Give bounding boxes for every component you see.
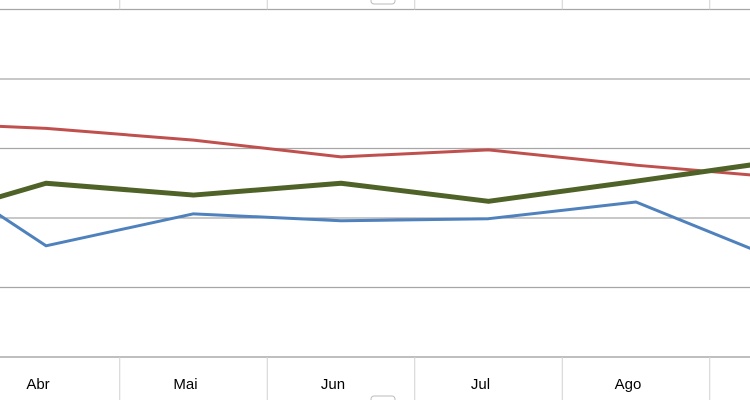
resize-handle[interactable] (370, 0, 396, 5)
x-tick-label: Jul (471, 376, 490, 393)
series-line (0, 162, 750, 204)
x-tick-label: Ago (615, 376, 642, 393)
resize-handle[interactable] (370, 395, 396, 400)
series-line (0, 124, 750, 177)
x-tick-label: Abr (26, 376, 49, 393)
x-tick-label: Mai (173, 376, 197, 393)
series-line (0, 200, 750, 250)
x-tick-label: Jun (321, 376, 345, 393)
